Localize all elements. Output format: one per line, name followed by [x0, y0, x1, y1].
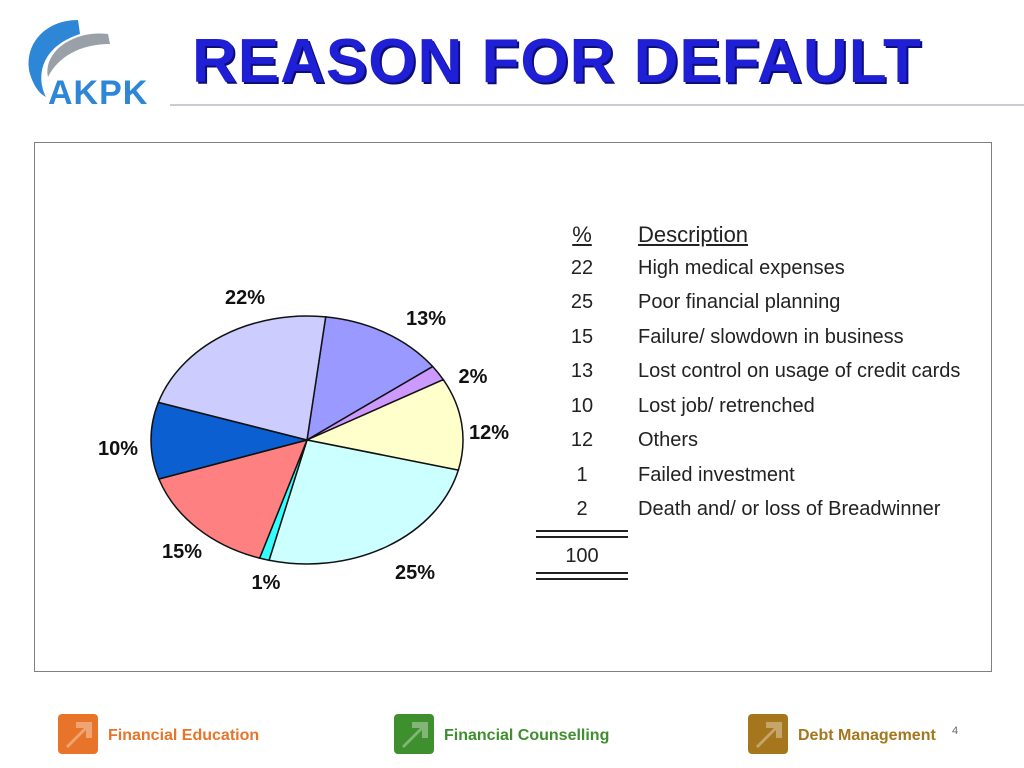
row-pct: 13 [570, 360, 594, 382]
table-row: 2 Death and/ or loss of Breadwinner [540, 498, 1000, 533]
row-description: Failure/ slowdown in business [638, 325, 904, 348]
row-pct: 15 [570, 325, 594, 348]
footer-arrow-bg-2 [748, 714, 788, 754]
row-description: Failed investment [638, 463, 795, 486]
row-description: Lost job/ retrenched [638, 394, 815, 417]
table-header-row: % Description [540, 222, 1000, 257]
row-description: High medical expenses [638, 256, 845, 279]
pie-slice-label: 13% [406, 308, 446, 330]
description-table: % Description 22 High medical expenses 2… [540, 222, 1000, 533]
pie-slice-label: 2% [459, 366, 488, 388]
logo-text: AKPK [48, 74, 149, 112]
footer-label: Financial Counselling [444, 727, 610, 744]
pie-slice-label: 15% [162, 541, 202, 563]
pie-slice-label: 12% [469, 422, 509, 444]
pie-chart: 13% 2% 12% 25% 1% 15% 10% 22% [98, 287, 509, 594]
row-description: Lost control on usage of credit cards [638, 360, 961, 382]
footer-label: Financial Education [108, 727, 260, 744]
description-header: Description [638, 222, 749, 247]
pie-slice-label: 10% [98, 438, 138, 460]
table-row: 12 Others [540, 429, 1000, 464]
row-pct: 22 [570, 256, 594, 279]
pie-slice-label: 22% [225, 287, 265, 309]
page-number: 4 [952, 725, 959, 737]
table-total: 100 [565, 545, 599, 567]
arrow-up-right-icon [58, 714, 98, 754]
row-pct: 12 [570, 429, 594, 451]
table-row: 15 Failure/ slowdown in business [540, 326, 1000, 361]
footer-label: Debt Management [798, 727, 936, 744]
pct-header: % [572, 222, 592, 247]
table-row: 25 Poor financial planning [540, 291, 1000, 326]
table-row: 13 Lost control on usage of credit cards [540, 360, 1000, 395]
pie-slice-label: 1% [252, 572, 281, 594]
row-pct: 2 [576, 498, 588, 520]
row-description: Others [638, 429, 699, 451]
footer-arrow-bg-1 [394, 714, 434, 754]
pie-slice-label: 25% [395, 562, 435, 584]
row-description: Death and/ or loss of Breadwinner [638, 498, 941, 520]
row-description: Poor financial planning [638, 291, 841, 313]
page-title: REASON FOR DEFAULT [192, 27, 922, 96]
row-pct: 1 [576, 463, 588, 486]
total-double-rule [536, 572, 628, 580]
table-row: 10 Lost job/ retrenched [540, 395, 1000, 430]
row-pct: 10 [570, 394, 594, 417]
arrow-up-right-icon [748, 714, 788, 754]
akpk-logo: AKPK [18, 12, 178, 112]
logo-swoosh-icon [28, 20, 110, 97]
row-pct: 25 [570, 291, 594, 313]
header-divider [170, 104, 1024, 106]
pie-slice [268, 439, 460, 565]
subtotal-double-rule [536, 530, 628, 538]
pie-slice [306, 316, 434, 442]
table-row: 1 Failed investment [540, 464, 1000, 499]
arrow-up-right-icon [394, 714, 434, 754]
table-row: 22 High medical expenses [540, 257, 1000, 292]
pie-slice [150, 401, 310, 480]
pie-slice [157, 315, 327, 441]
footer-arrow-bg-0 [58, 714, 98, 754]
